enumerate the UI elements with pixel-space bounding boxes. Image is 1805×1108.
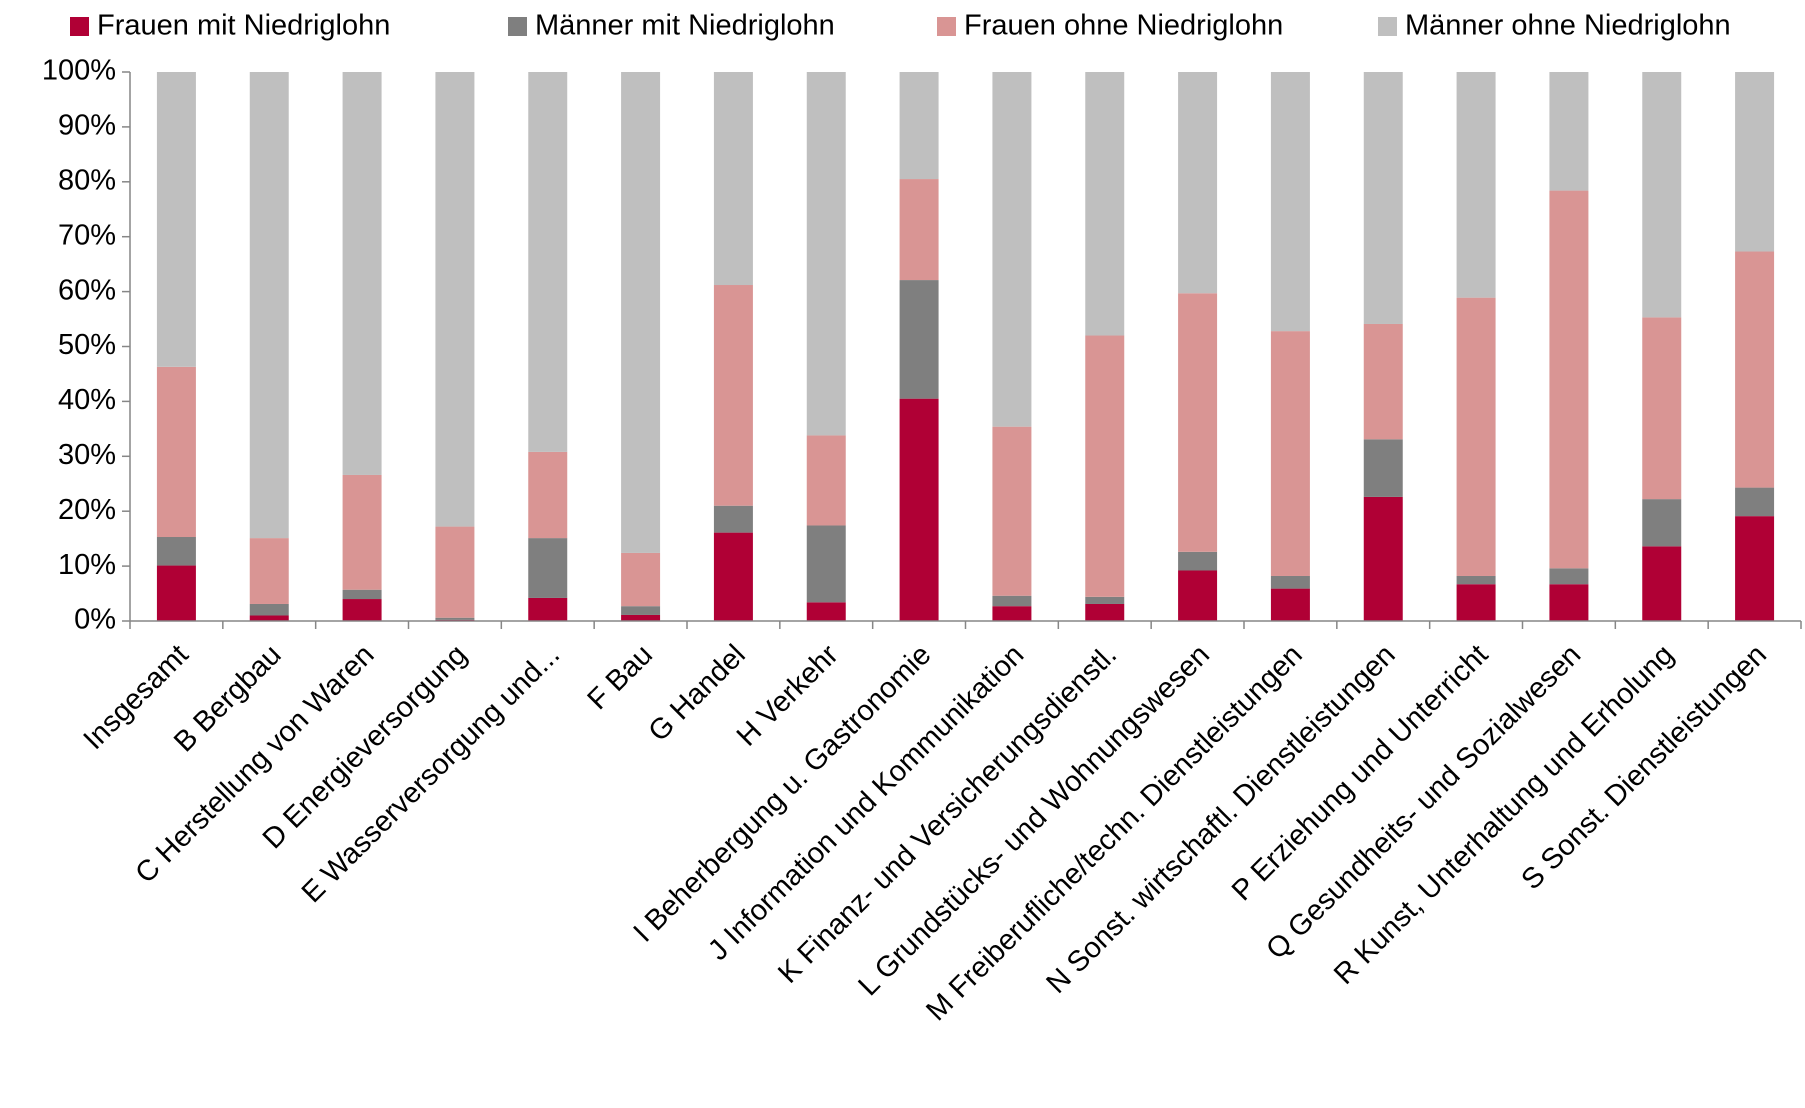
bar-segment xyxy=(435,72,475,527)
bar-segment xyxy=(1085,596,1125,604)
y-tick-label: 70% xyxy=(58,219,116,251)
y-tick-label: 90% xyxy=(58,110,116,142)
bar-segment xyxy=(1363,439,1403,497)
bar-segment xyxy=(1270,575,1310,589)
bar-segment xyxy=(621,72,661,553)
bar-segment xyxy=(713,72,753,286)
bar-segment xyxy=(435,526,475,618)
bar-segment xyxy=(806,72,846,436)
bar-segment xyxy=(1456,575,1496,585)
bar-segment xyxy=(156,537,196,566)
bar-segment xyxy=(156,366,196,538)
bar-segment xyxy=(528,538,568,598)
bar-segment xyxy=(1270,588,1310,621)
bar-segment xyxy=(806,525,846,603)
bar-segment xyxy=(1642,317,1682,500)
y-tick-label: 30% xyxy=(58,439,116,471)
bar-segment xyxy=(992,595,1032,607)
bar-segment xyxy=(1549,584,1589,621)
legend-swatch xyxy=(1378,17,1397,36)
bar-segment xyxy=(1178,570,1218,621)
bar-segment xyxy=(992,606,1032,621)
legend-swatch xyxy=(937,17,956,36)
bar-segment xyxy=(1085,603,1125,621)
bar-segment xyxy=(1735,251,1775,488)
bar-segment xyxy=(249,615,289,621)
y-tick-label: 50% xyxy=(58,329,116,361)
y-tick-label: 80% xyxy=(58,164,116,196)
bar-segment xyxy=(1178,551,1218,571)
x-tick-label: L Grundstücks- und Wohnungswesen xyxy=(852,639,1215,1002)
bar-segment xyxy=(899,179,939,281)
bar-segment xyxy=(621,606,661,615)
bar-segment xyxy=(1642,499,1682,547)
bar-segment xyxy=(1735,516,1775,621)
bar-segment xyxy=(1735,487,1775,517)
bar-segment xyxy=(992,426,1032,596)
bar-segment xyxy=(621,614,661,621)
bar-segment xyxy=(342,589,382,600)
bar-segment xyxy=(249,603,289,616)
bar-segment xyxy=(1456,297,1496,576)
bar-segment xyxy=(1363,72,1403,324)
legend-label: Männer ohne Niedriglohn xyxy=(1405,10,1731,42)
legend-label: Frauen ohne Niedriglohn xyxy=(964,10,1283,42)
x-tick-label: F Bau xyxy=(582,639,659,716)
bar-segment xyxy=(342,599,382,621)
bar-segment xyxy=(992,72,1032,427)
y-tick-label: 100% xyxy=(42,55,116,87)
bar-segment xyxy=(249,72,289,539)
bar-segment xyxy=(1270,72,1310,332)
bar-segment xyxy=(899,280,939,399)
bar-segment xyxy=(1549,72,1589,191)
bar-segment xyxy=(806,602,846,621)
x-tick-label: N Sonst. wirtschaftl. Dienstleistungen xyxy=(1040,639,1401,1000)
bar-segment xyxy=(621,552,661,607)
x-tick-label: R Kunst, Unterhaltung und Erholung xyxy=(1328,639,1680,991)
bar-segment xyxy=(1085,335,1125,597)
bar-segment xyxy=(156,72,196,367)
bar-segment xyxy=(1363,496,1403,621)
bar-segment xyxy=(435,617,475,620)
legend-swatch xyxy=(70,17,89,36)
bar-segment xyxy=(1456,72,1496,298)
bar-segment xyxy=(156,565,196,621)
y-tick-label: 0% xyxy=(74,604,116,636)
bar-segment xyxy=(1642,72,1682,318)
bar-segment xyxy=(1456,584,1496,621)
bar-segment xyxy=(1363,323,1403,440)
y-tick-label: 20% xyxy=(58,494,116,526)
bar-segment xyxy=(713,532,753,621)
bar-segment xyxy=(1085,72,1125,336)
bar-segment xyxy=(899,72,939,180)
bar-segment xyxy=(342,474,382,590)
y-tick-label: 40% xyxy=(58,384,116,416)
bar-segment xyxy=(249,538,289,604)
bar-segment xyxy=(899,398,939,621)
legend-label: Frauen mit Niedriglohn xyxy=(97,10,390,42)
bar-segment xyxy=(528,451,568,539)
bar-segment xyxy=(1549,190,1589,569)
legend-label: Männer mit Niedriglohn xyxy=(535,10,835,42)
bar-segment xyxy=(1270,331,1310,576)
bar-segment xyxy=(713,285,753,506)
y-tick-label: 60% xyxy=(58,274,116,306)
bar-segment xyxy=(1735,72,1775,252)
bar-segment xyxy=(806,435,846,526)
bar-segment xyxy=(342,72,382,475)
y-tick-label: 10% xyxy=(58,549,116,581)
bar-segment xyxy=(1549,568,1589,585)
bar-segment xyxy=(1642,546,1682,621)
legend-swatch xyxy=(508,17,527,36)
bar-segment xyxy=(528,72,568,452)
bar-segment xyxy=(713,505,753,533)
bar-segment xyxy=(1178,293,1218,552)
bar-segment xyxy=(528,597,568,621)
bar-segment xyxy=(1178,72,1218,294)
x-tick-label: K Finanz- und Versicherungsdienstl. xyxy=(772,639,1123,990)
